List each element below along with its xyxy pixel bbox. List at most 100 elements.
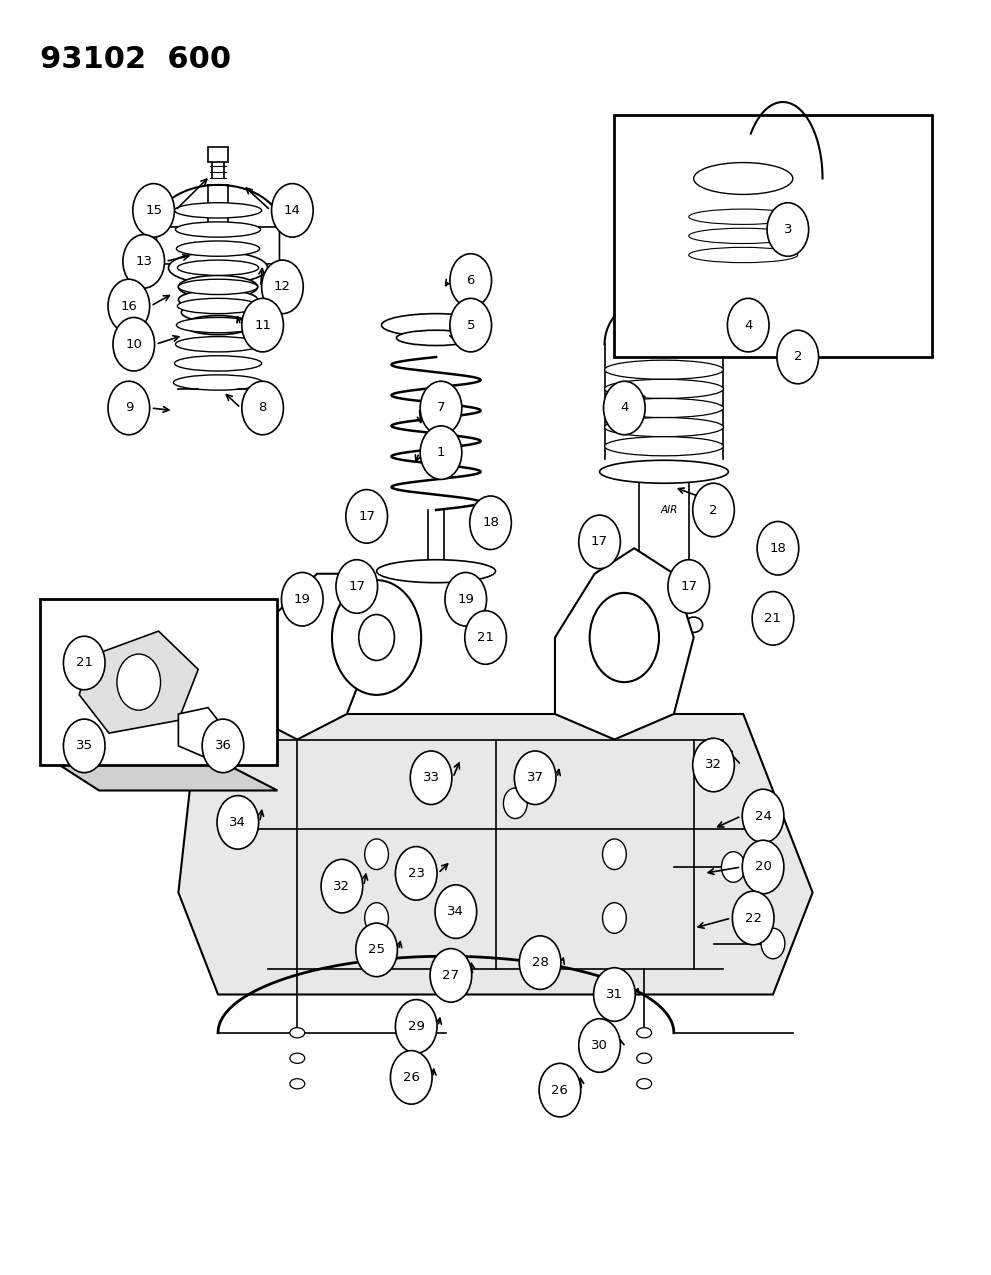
Circle shape <box>767 203 809 256</box>
Text: 4: 4 <box>620 402 628 414</box>
Bar <box>614 115 932 357</box>
Ellipse shape <box>173 375 263 390</box>
Circle shape <box>693 483 734 537</box>
Ellipse shape <box>289 1028 305 1038</box>
Circle shape <box>777 330 819 384</box>
Ellipse shape <box>689 247 798 263</box>
Ellipse shape <box>396 330 476 346</box>
Ellipse shape <box>636 1028 652 1038</box>
Text: 32: 32 <box>333 880 351 892</box>
Text: 17: 17 <box>348 580 366 593</box>
Ellipse shape <box>174 356 262 371</box>
Text: 26: 26 <box>551 1084 569 1096</box>
Circle shape <box>470 496 511 550</box>
Text: 28: 28 <box>531 956 549 969</box>
Text: 4: 4 <box>744 319 752 332</box>
Ellipse shape <box>685 617 703 632</box>
Ellipse shape <box>636 1053 652 1063</box>
Circle shape <box>420 426 462 479</box>
Circle shape <box>217 796 259 849</box>
Circle shape <box>272 184 313 237</box>
Circle shape <box>604 381 645 435</box>
Circle shape <box>108 381 150 435</box>
Text: 9: 9 <box>125 402 133 414</box>
Circle shape <box>242 298 283 352</box>
Ellipse shape <box>625 617 643 632</box>
Circle shape <box>539 1063 581 1117</box>
Circle shape <box>390 1051 432 1104</box>
Text: 23: 23 <box>407 867 425 880</box>
Circle shape <box>603 839 626 870</box>
Ellipse shape <box>181 303 255 323</box>
Circle shape <box>579 515 620 569</box>
Circle shape <box>450 254 492 307</box>
Text: 24: 24 <box>754 810 772 822</box>
Circle shape <box>365 839 388 870</box>
Circle shape <box>465 611 506 664</box>
Text: 34: 34 <box>229 816 247 829</box>
Text: 36: 36 <box>214 740 232 752</box>
Circle shape <box>594 968 635 1021</box>
Circle shape <box>579 1019 620 1072</box>
Circle shape <box>503 788 527 819</box>
Text: 17: 17 <box>591 536 608 548</box>
Circle shape <box>395 1000 437 1053</box>
Ellipse shape <box>694 162 793 194</box>
Circle shape <box>590 593 659 682</box>
Text: 6: 6 <box>467 274 475 287</box>
Ellipse shape <box>168 252 268 284</box>
Circle shape <box>202 719 244 773</box>
Text: 21: 21 <box>75 657 93 669</box>
Circle shape <box>108 279 150 333</box>
Ellipse shape <box>605 418 723 437</box>
Ellipse shape <box>605 436 723 456</box>
Text: 10: 10 <box>125 338 143 351</box>
Circle shape <box>668 560 710 613</box>
Text: 1: 1 <box>437 446 445 459</box>
Bar <box>208 147 228 162</box>
Circle shape <box>359 615 394 660</box>
Ellipse shape <box>178 291 258 310</box>
Circle shape <box>742 789 784 843</box>
Text: 8: 8 <box>259 402 267 414</box>
Text: 34: 34 <box>447 905 465 918</box>
Circle shape <box>727 298 769 352</box>
Circle shape <box>336 560 378 613</box>
Text: 18: 18 <box>482 516 499 529</box>
Circle shape <box>742 840 784 894</box>
Text: 11: 11 <box>254 319 272 332</box>
FancyBboxPatch shape <box>157 227 279 264</box>
Text: 12: 12 <box>274 280 291 293</box>
Text: 16: 16 <box>120 300 138 312</box>
Circle shape <box>693 738 734 792</box>
Text: 21: 21 <box>477 631 495 644</box>
Circle shape <box>732 891 774 945</box>
Ellipse shape <box>689 228 798 244</box>
Text: 21: 21 <box>764 612 782 625</box>
Ellipse shape <box>176 241 260 256</box>
Text: 3: 3 <box>784 223 792 236</box>
Text: 25: 25 <box>368 944 385 956</box>
Text: 26: 26 <box>402 1071 420 1084</box>
Text: 14: 14 <box>283 204 301 217</box>
Ellipse shape <box>175 337 261 352</box>
Ellipse shape <box>689 209 798 224</box>
Circle shape <box>63 636 105 690</box>
Ellipse shape <box>289 1079 305 1089</box>
Text: 5: 5 <box>467 319 475 332</box>
Circle shape <box>395 847 437 900</box>
Ellipse shape <box>600 460 728 483</box>
Ellipse shape <box>605 361 723 380</box>
Ellipse shape <box>184 316 252 335</box>
Circle shape <box>365 903 388 933</box>
Ellipse shape <box>178 279 258 295</box>
Text: 35: 35 <box>75 740 93 752</box>
Text: 33: 33 <box>422 771 440 784</box>
Circle shape <box>761 928 785 959</box>
Circle shape <box>420 381 462 435</box>
Ellipse shape <box>289 1053 305 1063</box>
Circle shape <box>332 580 421 695</box>
Circle shape <box>133 184 174 237</box>
Text: AIR: AIR <box>660 505 678 515</box>
Circle shape <box>346 490 387 543</box>
